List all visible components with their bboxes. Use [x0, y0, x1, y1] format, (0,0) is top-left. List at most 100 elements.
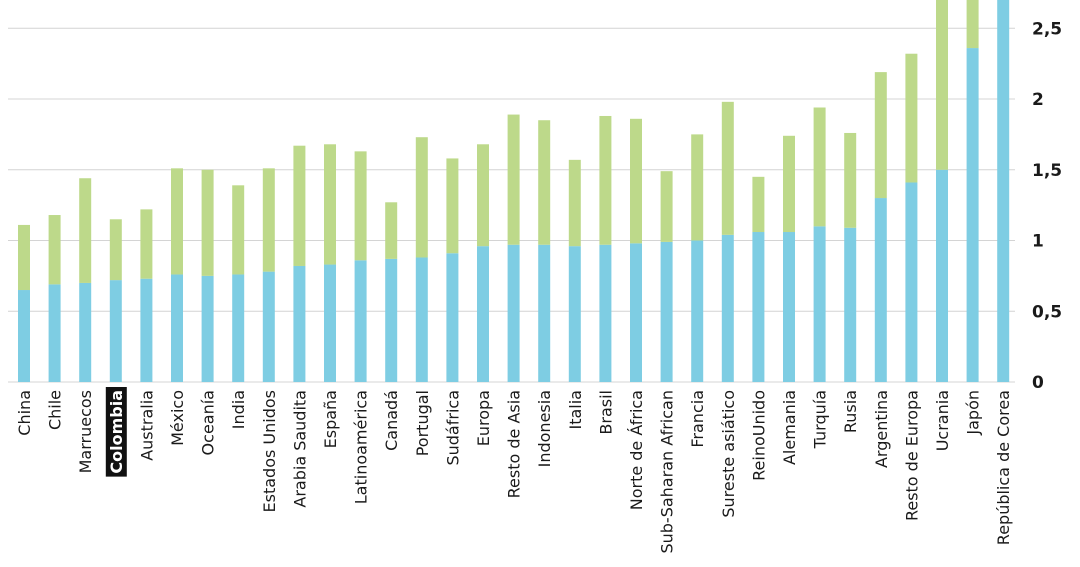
- x-tick-label: ReinoUnido: [749, 390, 768, 481]
- x-tick-label: Japón: [964, 390, 983, 436]
- x-tick-group: Arabia Saudita: [290, 390, 309, 508]
- bar-segment: [18, 224, 30, 291]
- x-tick-group: Sudáfrica: [443, 390, 462, 466]
- x-tick-group: Argentina: [872, 390, 891, 468]
- bar-segment: [721, 234, 734, 382]
- y-tick-label: 2,5: [1032, 19, 1062, 39]
- bar-segment: [79, 282, 92, 382]
- x-tick-group: Australia: [137, 390, 156, 461]
- x-tick-label: India: [229, 390, 248, 429]
- bar-segment: [324, 144, 336, 265]
- bar-segment: [171, 274, 183, 382]
- bar-segment: [109, 280, 122, 382]
- bar-segment: [385, 202, 398, 259]
- x-tick-label: Ucrania: [933, 390, 952, 451]
- x-tick-label: España: [321, 390, 340, 448]
- x-tick-group: Resto de Europa: [902, 390, 921, 521]
- x-tick-group: Indonesia: [535, 390, 554, 467]
- bar-segment: [966, 48, 979, 383]
- bar-segment: [232, 185, 245, 275]
- bar-segment: [262, 271, 275, 382]
- x-tick-group: Chile: [46, 390, 65, 430]
- x-tick-group: Marruecos: [76, 390, 95, 473]
- x-tick-group: Brasil: [596, 390, 615, 435]
- bar-segment: [660, 171, 673, 242]
- bar-segment: [599, 244, 612, 382]
- bar-segment: [599, 115, 612, 245]
- bar-segment: [171, 168, 183, 275]
- x-tick-label: Latinoamérica: [352, 390, 371, 504]
- bar-segment: [874, 198, 887, 382]
- x-tick-label-highlighted: Colombia: [107, 390, 126, 474]
- x-tick-label: Resto de Asia: [505, 390, 524, 498]
- bar-segment: [691, 240, 704, 382]
- x-tick-group: China: [15, 390, 34, 436]
- x-tick-label: Arabia Saudita: [290, 390, 309, 508]
- bar-segment: [79, 178, 92, 283]
- bar-segment: [354, 260, 367, 382]
- x-tick-label: Europa: [474, 390, 493, 446]
- bar-segment: [232, 274, 245, 382]
- bar-segment: [997, 0, 1010, 382]
- x-tick-label: República de Corea: [994, 390, 1013, 545]
- x-tick-label: Portugal: [413, 390, 432, 456]
- bar-segment: [507, 114, 520, 245]
- x-tick-label: Rusia: [841, 390, 860, 433]
- x-tick-label: Australia: [137, 390, 156, 461]
- x-tick-label: Oceanía: [199, 390, 218, 455]
- bar-segment: [477, 144, 489, 247]
- bar-segment: [936, 0, 948, 170]
- bar-segment: [966, 0, 979, 49]
- bar-segment: [18, 290, 30, 382]
- x-tick-group: Francia: [688, 390, 707, 448]
- x-tick-label: México: [168, 390, 187, 446]
- x-tick-label: Indonesia: [535, 390, 554, 467]
- bar-segment: [446, 253, 459, 382]
- bar-segment: [109, 219, 122, 281]
- bar-segment: [538, 120, 551, 245]
- highlight-box: [105, 387, 127, 477]
- x-tick-group: Colombia: [105, 387, 127, 477]
- x-tick-label: Alemania: [780, 390, 799, 465]
- x-tick-label: Argentina: [872, 390, 891, 468]
- bar-segment: [844, 132, 857, 228]
- x-tick-label: Estados Unidos: [260, 390, 279, 512]
- bar-segment: [568, 159, 581, 247]
- x-tick-group: Turquía: [811, 390, 830, 449]
- x-tick-group: Estados Unidos: [260, 390, 279, 512]
- x-tick-label: Turquía: [811, 390, 830, 449]
- bar-segment: [415, 137, 428, 258]
- bar-segment: [507, 244, 520, 382]
- x-tick-label: Francia: [688, 390, 707, 448]
- bar-segment: [293, 145, 306, 266]
- x-tick-group: Canadá: [382, 390, 401, 451]
- x-tick-group: Norte de África: [627, 390, 646, 510]
- x-tick-label: Resto de Europa: [902, 390, 921, 521]
- bar-segment: [844, 227, 857, 382]
- bar-segment: [813, 226, 826, 382]
- x-tick-group: ReinoUnido: [749, 390, 768, 481]
- x-tick-group: República de Corea: [994, 390, 1013, 545]
- x-tick-label: Canadá: [382, 390, 401, 451]
- x-tick-group: Latinoamérica: [352, 390, 371, 504]
- y-tick-label: 0,5: [1032, 302, 1062, 322]
- bar-segment: [813, 107, 826, 227]
- x-tick-label: Sudáfrica: [443, 390, 462, 466]
- bar-segment: [324, 264, 336, 382]
- bar-segment: [48, 215, 61, 285]
- y-axis-ticks: 0 0,5 1 1,5 2 2,5: [1032, 19, 1062, 393]
- bar-segment: [385, 258, 398, 382]
- x-tick-label: Norte de África: [627, 390, 646, 510]
- x-tick-group: Japón: [964, 390, 983, 436]
- x-tick-label: Brasil: [596, 390, 615, 435]
- y-tick-label: 2: [1032, 90, 1044, 110]
- bar-segment: [630, 118, 642, 244]
- x-tick-group: Sureste asiático: [719, 390, 738, 518]
- x-tick-label: Sureste asiático: [719, 390, 738, 518]
- x-tick-label: Chile: [46, 390, 65, 430]
- bar-segment: [905, 53, 918, 183]
- bar-segment: [48, 284, 61, 382]
- bar-segment: [783, 232, 795, 382]
- bar-segment: [415, 257, 428, 382]
